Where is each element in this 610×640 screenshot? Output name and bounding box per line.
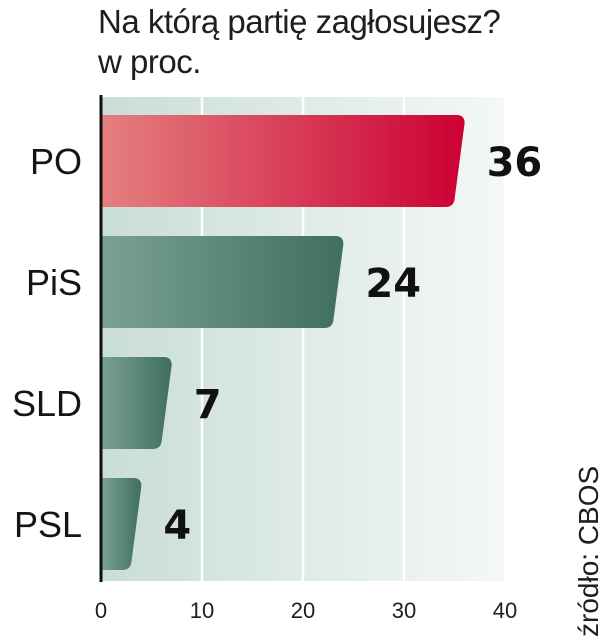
value-label-sld: 7 [194,382,222,428]
category-label-sld: SLD [12,383,82,424]
bar-psl [101,478,142,570]
category-label-po: PO [30,141,82,182]
source-note: źródło: CBOS [573,465,604,637]
value-label-po: 36 [487,140,543,186]
bar-po [101,115,465,207]
chart-title-block: Na którą partię zagłosujesz? w proc. [98,2,501,82]
value-label-psl: 4 [163,503,191,549]
category-label-pis: PiS [26,262,82,303]
category-label-psl: PSL [14,504,82,545]
x-tick-label-20: 20 [291,598,315,623]
chart-title: Na którą partię zagłosujesz? [98,3,501,40]
value-label-pis: 24 [365,261,421,307]
x-tick-label-30: 30 [392,598,416,623]
x-tick-label-40: 40 [493,598,517,623]
x-tick-label-10: 10 [190,598,214,623]
x-tick-label-0: 0 [95,598,107,623]
chart-subtitle: w proc. [98,43,201,80]
bar-pis [101,236,344,328]
bar-sld [101,357,172,449]
